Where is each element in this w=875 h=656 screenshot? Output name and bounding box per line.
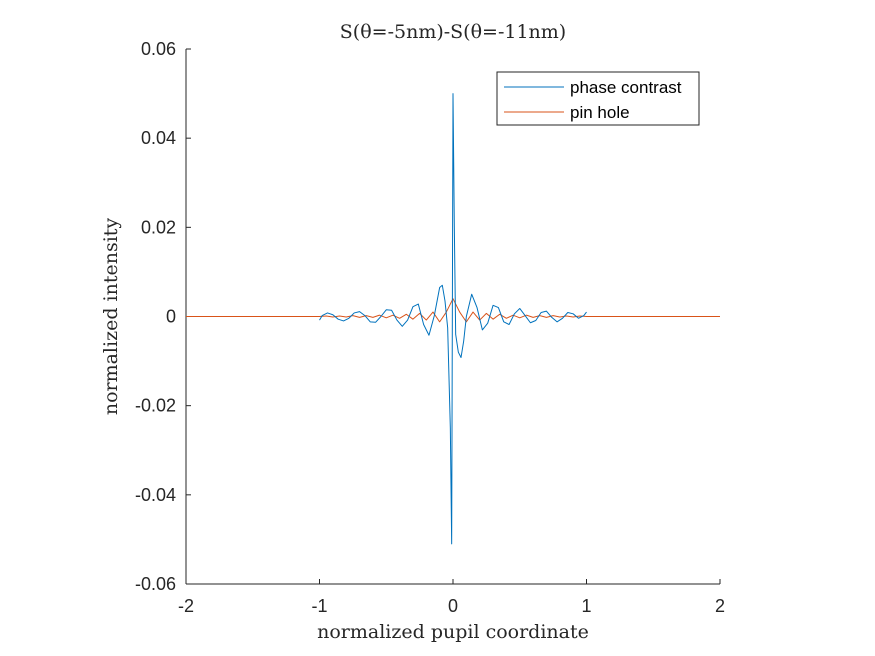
x-tick-label: 0 — [448, 596, 458, 616]
y-tick-label: 0.06 — [141, 39, 176, 59]
x-axis-label: normalized pupil coordinate — [317, 621, 589, 643]
series-line-pin-hole — [186, 298, 720, 323]
series-line-phase-contrast — [319, 93, 587, 545]
y-tick-label: 0.04 — [141, 128, 176, 148]
y-tick-label: 0 — [166, 307, 176, 327]
series-layer — [186, 93, 720, 545]
y-ticks: -0.06 -0.04 -0.02 0 0.02 0.04 0.06 — [135, 39, 191, 594]
x-tick-label: 1 — [581, 596, 591, 616]
legend-label-pin-hole: pin hole — [570, 103, 630, 122]
legend: phase contrast pin hole — [496, 71, 700, 126]
y-tick-label: -0.04 — [135, 485, 176, 505]
x-tick-label: -2 — [178, 596, 194, 616]
y-axis-label: normalized intensity — [100, 218, 122, 416]
legend-label-phase-contrast: phase contrast — [570, 78, 682, 97]
x-tick-label: -1 — [311, 596, 327, 616]
x-ticks: -2 -1 0 1 2 — [178, 579, 725, 616]
legend-box — [496, 71, 700, 126]
x-tick-label: 2 — [715, 596, 725, 616]
y-tick-label: 0.02 — [141, 217, 176, 237]
chart-title: S(θ=-5nm)-S(θ=-11nm) — [340, 21, 566, 43]
y-tick-label: -0.06 — [135, 574, 176, 594]
y-tick-label: -0.02 — [135, 396, 176, 416]
